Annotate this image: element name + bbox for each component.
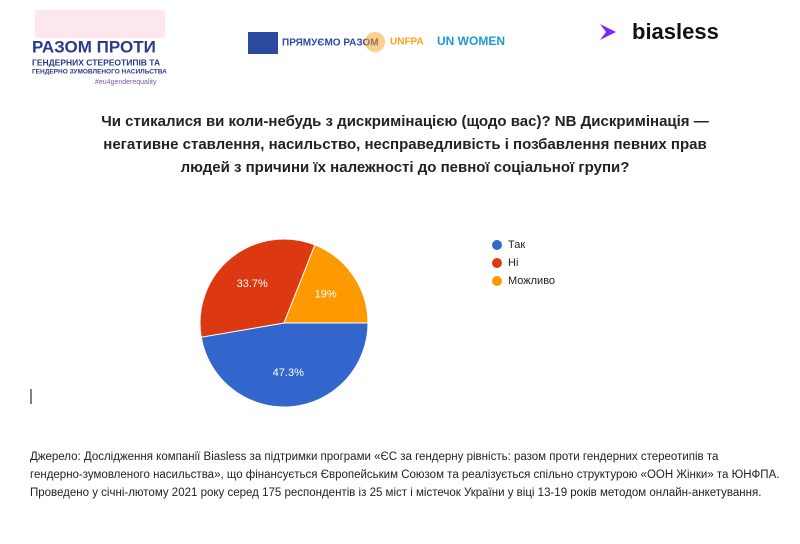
source-note: Джерело: Дослідження компанії Biasless з… [30,448,779,502]
legend-swatch [492,240,502,250]
pie-slice [200,322,369,408]
unfpa-logo: UNFPA [390,37,424,48]
hashtag: #eu4genderequality [95,79,157,86]
campaign-logo: РАЗОМ ПРОТИ ГЕНДЕРНИХ СТЕРЕОТИПІВ ТА ГЕН… [32,10,167,86]
legend-swatch [492,258,502,268]
legend-label: Ні [508,257,518,269]
logo-figures [35,10,165,38]
eu-flag [248,32,278,54]
slice-label: 33.7% [237,278,268,290]
legend-label: Так [508,239,525,251]
source-line: Джерело: Дослідження компанії Biasless з… [30,451,719,463]
campaign-line: ГЕНДЕРНО ЗУМОВЛЕНОГО НАСИЛЬСТВА [32,69,167,76]
biasless-mark [600,24,616,40]
source-line: гендерно-зумовленого насильства», що фін… [30,469,780,481]
biasless-logo: biasless [632,19,719,44]
legend-label: Можливо [508,275,555,287]
legend-swatch [492,276,502,286]
slice-label: 47.3% [273,367,304,379]
pie-slice [199,238,316,338]
unwomen-logo: UN WOMEN [437,34,505,48]
pie-slice [283,244,369,324]
slice-label: 19% [315,289,337,301]
source-line: Проведено у січні-лютому 2021 року серед… [30,487,762,499]
chart-title: Чи стикалися ви коли-небудь з дискриміна… [101,113,709,176]
campaign-line: ГЕНДЕРНИХ СТЕРЕОТИПІВ ТА [32,57,160,67]
campaign-title: РАЗОМ ПРОТИ [32,37,156,56]
eu-logo: ПРЯМУЄМО РАЗОМ [282,38,379,49]
unfpa-mark [365,32,385,52]
